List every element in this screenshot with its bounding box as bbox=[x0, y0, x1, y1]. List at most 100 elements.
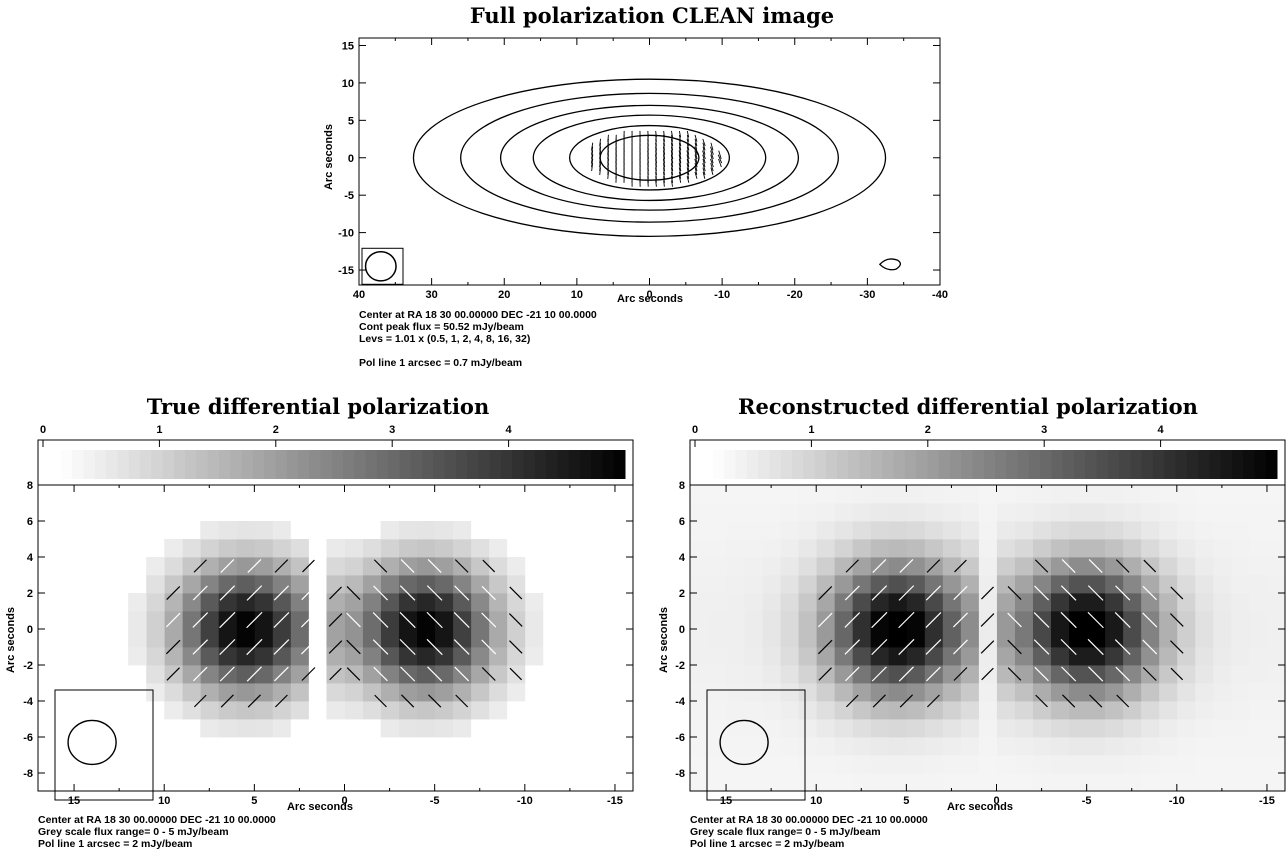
image-pixel bbox=[726, 485, 745, 504]
image-pixel bbox=[996, 485, 1015, 504]
image-pixel bbox=[1014, 773, 1033, 792]
pol-vector bbox=[663, 171, 665, 179]
image-pixel bbox=[506, 683, 526, 702]
image-pixel bbox=[1068, 557, 1088, 576]
pol-vector bbox=[426, 611, 443, 629]
image-pixel bbox=[1122, 611, 1142, 630]
footer-line-3: Pol line 1 arcsec = 2 mJy/beam bbox=[38, 838, 192, 850]
pol-vector bbox=[694, 171, 698, 179]
pol-vector bbox=[1035, 694, 1048, 708]
colorbar-segment bbox=[72, 450, 85, 479]
image-pixel bbox=[272, 539, 291, 558]
image-pixel bbox=[452, 719, 472, 738]
pol-vector bbox=[925, 612, 942, 628]
image-pixel bbox=[326, 629, 345, 648]
colorbar-segment bbox=[882, 450, 894, 479]
image-pixel bbox=[978, 737, 997, 756]
image-pixel bbox=[434, 611, 454, 630]
image-pixel bbox=[272, 719, 291, 738]
image-pixel bbox=[1266, 611, 1286, 630]
y-tick-label: -4 bbox=[675, 696, 686, 708]
image-pixel bbox=[236, 665, 255, 684]
image-pixel bbox=[1176, 755, 1196, 774]
image-pixel bbox=[924, 629, 943, 648]
image-pixel bbox=[816, 521, 835, 540]
image-pixel bbox=[816, 719, 835, 738]
pol-vector bbox=[694, 167, 698, 175]
image-pixel bbox=[164, 647, 183, 666]
image-pixel bbox=[726, 683, 745, 702]
pol-vector bbox=[482, 559, 496, 573]
pol-vector bbox=[246, 638, 263, 656]
image-pixel bbox=[1248, 665, 1268, 684]
image-pixel bbox=[1230, 647, 1250, 666]
image-pixel bbox=[1212, 701, 1232, 720]
image-pixel bbox=[1266, 539, 1286, 558]
image-pixel bbox=[852, 539, 871, 558]
pol-vector bbox=[663, 142, 665, 151]
image-pixel bbox=[200, 701, 219, 720]
pol-vector bbox=[591, 158, 594, 168]
image-pixel bbox=[1248, 611, 1268, 630]
pol-vector bbox=[399, 585, 416, 601]
x-tick-label: -10 bbox=[517, 795, 533, 807]
image-pixel bbox=[218, 521, 237, 540]
colorbar-tick-label: 2 bbox=[273, 424, 279, 436]
colorbar-segment bbox=[365, 450, 378, 479]
image-pixel bbox=[870, 575, 889, 594]
image-pixel bbox=[726, 665, 745, 684]
pol-vector bbox=[1115, 585, 1131, 601]
x-tick-label: 15 bbox=[720, 795, 732, 807]
pol-vector bbox=[655, 130, 657, 138]
image-pixel bbox=[1032, 539, 1052, 558]
image-pixel bbox=[236, 719, 255, 738]
image-pixel bbox=[1122, 755, 1142, 774]
pol-vector bbox=[710, 163, 714, 172]
image-pixel bbox=[128, 593, 147, 612]
colorbar-segment bbox=[1040, 450, 1052, 479]
pol-vector bbox=[663, 130, 665, 138]
pol-vector bbox=[1034, 559, 1049, 573]
image-pixel bbox=[200, 557, 219, 576]
image-pixel bbox=[380, 683, 400, 702]
image-pixel bbox=[128, 647, 147, 666]
image-pixel bbox=[1032, 503, 1052, 522]
x-tick-label: 10 bbox=[810, 795, 822, 807]
image-pixel bbox=[852, 611, 871, 630]
image-pixel bbox=[1140, 539, 1160, 558]
pol-vector bbox=[952, 612, 968, 628]
image-pixel bbox=[852, 647, 871, 666]
pol-vector bbox=[953, 667, 968, 681]
pol-vector bbox=[399, 638, 416, 656]
pol-vector bbox=[599, 138, 601, 147]
image-pixel bbox=[200, 521, 219, 540]
image-pixel bbox=[942, 755, 961, 774]
pol-vector bbox=[686, 158, 690, 168]
image-pixel bbox=[1032, 629, 1052, 648]
pol-vector bbox=[346, 667, 361, 681]
image-pixel bbox=[1104, 755, 1124, 774]
image-pixel bbox=[798, 755, 817, 774]
image-pixel bbox=[1014, 485, 1033, 504]
image-pixel bbox=[182, 683, 201, 702]
image-pixel bbox=[744, 503, 763, 522]
image-pixel bbox=[1032, 719, 1052, 738]
colorbar-segment bbox=[602, 450, 615, 479]
image-pixel bbox=[942, 503, 961, 522]
pol-vector bbox=[301, 585, 316, 601]
image-pixel bbox=[1068, 719, 1088, 738]
image-pixel bbox=[870, 737, 889, 756]
image-pixel bbox=[870, 647, 889, 666]
image-pixel bbox=[834, 539, 853, 558]
pol-vector bbox=[273, 612, 290, 628]
panel-title: Reconstructed differential polarization bbox=[738, 394, 1198, 419]
image-pixel bbox=[1122, 665, 1142, 684]
image-pixel bbox=[344, 629, 363, 648]
colorbar-segment bbox=[1051, 450, 1064, 479]
pol-vector bbox=[300, 612, 316, 628]
pol-vector bbox=[686, 171, 690, 179]
image-pixel bbox=[690, 557, 709, 576]
image-pixel bbox=[1032, 701, 1052, 720]
pol-vector bbox=[694, 163, 698, 172]
image-pixel bbox=[218, 629, 237, 648]
